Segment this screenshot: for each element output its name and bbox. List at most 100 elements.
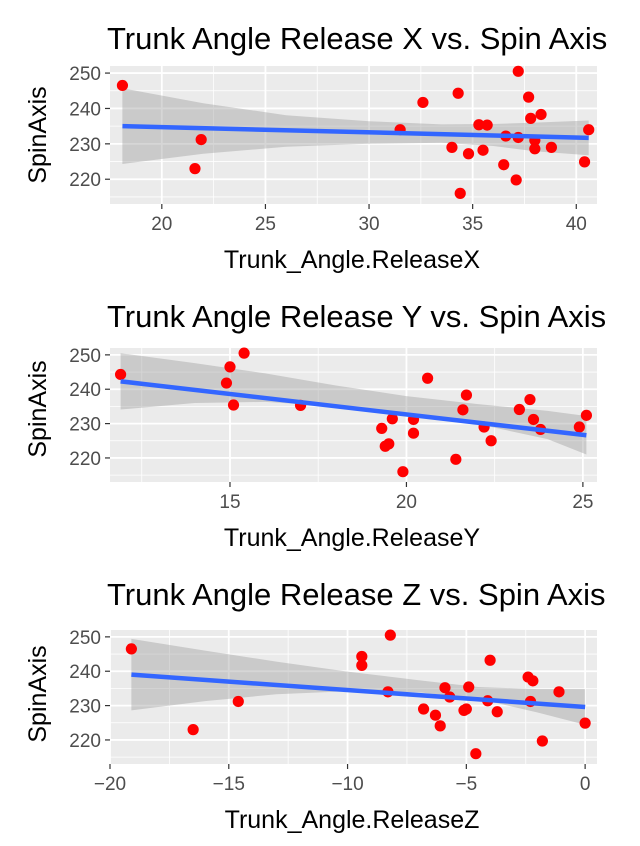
chart-title: Trunk Angle Release Y vs. Spin Axis	[107, 299, 606, 334]
data-point	[384, 629, 396, 641]
regression-line	[120, 379, 587, 438]
panel-background	[110, 348, 597, 482]
regression-line	[131, 672, 586, 710]
x-tick-label: 0	[580, 774, 591, 795]
x-tick-label: −5	[456, 774, 478, 795]
chart-y: Trunk Angle Release Y vs. Spin Axis 15 20…	[24, 299, 606, 552]
data-point	[407, 427, 420, 439]
data-point	[524, 393, 536, 406]
x-tick-label: 35	[462, 214, 483, 235]
y-axis-title: SpinAxis	[24, 645, 52, 742]
data-point	[463, 681, 475, 693]
data-point	[527, 413, 540, 426]
data-point	[573, 421, 585, 433]
data-point	[578, 156, 591, 168]
data-point	[195, 134, 207, 146]
chart-x: Trunk Angle Release X vs. Spin Axis 20 25…	[24, 21, 607, 274]
data-point	[116, 79, 129, 92]
data-point	[462, 148, 475, 160]
data-point	[473, 119, 485, 131]
x-axis-title: Trunk_Angle.ReleaseX	[224, 246, 480, 274]
x-tick-label: −20	[94, 774, 126, 795]
data-point	[397, 466, 409, 478]
data-point	[450, 453, 462, 465]
x-tick-label: −15	[213, 774, 245, 795]
data-point	[114, 368, 127, 381]
chart-title: Trunk Angle Release X vs. Spin Axis	[107, 21, 607, 56]
data-point	[470, 748, 482, 760]
confidence-band	[131, 638, 586, 725]
data-point	[491, 706, 503, 718]
y-tick-label: 220	[69, 731, 101, 752]
y-tick-label: 240	[69, 662, 101, 683]
data-point	[535, 108, 547, 121]
data-point	[481, 119, 493, 131]
plot-area: −20 −15 −10 −5 0 220 230 240 250	[69, 628, 597, 795]
data-point	[386, 413, 398, 425]
chart-panel-y: Trunk Angle Release Y vs. Spin Axis 15 20…	[0, 282, 640, 562]
x-axis-title: Trunk_Angle.ReleaseZ	[225, 806, 480, 834]
y-tick-label: 220	[69, 170, 101, 191]
x-axis-title: Trunk_Angle.ReleaseY	[224, 524, 480, 552]
data-point	[485, 435, 497, 447]
data-point	[125, 643, 137, 655]
y-tick-label: 230	[69, 415, 101, 436]
data-point	[512, 65, 524, 77]
panel-background	[110, 630, 597, 764]
y-tick-label: 250	[69, 628, 101, 649]
data-point	[498, 159, 510, 171]
data-point	[446, 141, 458, 153]
y-axis-title: SpinAxis	[24, 86, 52, 183]
data-point	[583, 124, 595, 136]
data-point	[484, 654, 496, 666]
x-tick-label: 25	[255, 214, 276, 235]
data-point	[452, 87, 464, 99]
x-tick-label: 20	[396, 492, 417, 513]
y-tick-label: 230	[69, 135, 101, 156]
data-point	[460, 389, 473, 401]
chart-panel-x: Trunk Angle Release X vs. Spin Axis 20 25…	[0, 0, 640, 280]
x-tick-label: −10	[331, 774, 363, 795]
x-tick-label: 15	[219, 492, 240, 513]
data-point	[417, 703, 430, 715]
chart-z: Trunk Angle Release Z vs. Spin Axis −20−…	[24, 577, 606, 834]
data-point	[434, 720, 446, 732]
y-tick-label: 250	[69, 64, 101, 85]
data-point	[545, 141, 558, 153]
data-point	[422, 372, 434, 384]
x-tick-label: 25	[572, 492, 593, 513]
y-tick-label: 250	[69, 346, 101, 367]
data-point	[220, 377, 233, 389]
data-point	[460, 703, 472, 715]
data-point	[457, 404, 469, 416]
y-tick-label: 230	[69, 697, 101, 718]
data-point	[513, 403, 525, 416]
data-point	[523, 91, 535, 103]
y-tick-label: 240	[69, 380, 101, 401]
data-point	[477, 144, 489, 156]
data-point	[439, 682, 451, 694]
x-tick-label: 20	[151, 214, 172, 235]
data-point	[579, 717, 591, 729]
data-point	[356, 650, 368, 663]
y-tick-label: 240	[69, 99, 101, 120]
regression-line	[122, 123, 589, 141]
data-point	[417, 96, 429, 109]
confidence-band	[122, 88, 589, 164]
confidence-band	[120, 353, 587, 455]
data-point	[356, 659, 368, 671]
plot-area: 15 20 25 220 230 240 250	[69, 346, 597, 513]
data-point	[189, 163, 201, 175]
data-point	[529, 143, 541, 155]
data-point	[238, 347, 250, 359]
data-point	[429, 709, 442, 721]
x-tick-label: 40	[566, 214, 587, 235]
data-point	[454, 187, 466, 199]
data-point	[527, 675, 539, 687]
data-point	[525, 112, 537, 124]
data-point	[376, 422, 388, 434]
data-point	[187, 724, 199, 736]
plot-area: 20 25 30 35 40 220 230 240 250	[69, 64, 597, 235]
data-point	[232, 695, 244, 708]
data-point	[580, 409, 593, 421]
